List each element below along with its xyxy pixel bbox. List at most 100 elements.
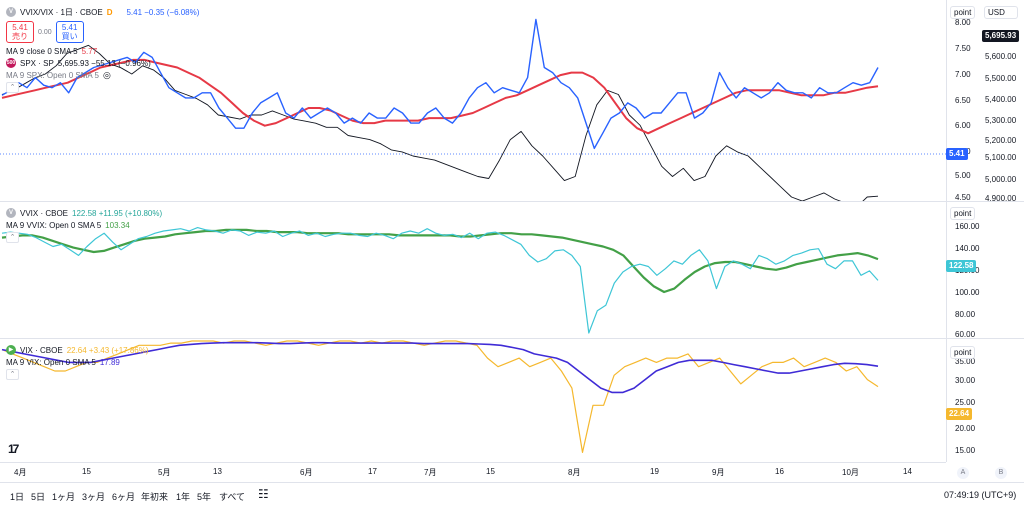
ratio-tick: 6.50 [955, 96, 971, 105]
sell-label: 売り [12, 32, 28, 41]
vix-value: 22.64 +3.43 (+17.86%) [66, 345, 149, 355]
vvix-legend: V VVIX · CBOE 122.58 +11.95 (+10.80%) MA… [6, 207, 162, 243]
point-mode-button[interactable]: point [950, 6, 976, 19]
time-label: 15 [486, 467, 495, 476]
range-all-button[interactable]: すべて [219, 492, 246, 502]
buy-button[interactable]: 5.41 買い [55, 21, 84, 43]
ratio-tick: 5.00 [955, 171, 971, 180]
ratio-pane[interactable] [0, 0, 946, 201]
vvix-tick: 60.00 [955, 330, 976, 339]
ratio-tick: 4.50 [955, 193, 971, 202]
vvix-series-line [1, 227, 879, 334]
collapse-icon[interactable]: ⌃ [6, 368, 19, 380]
vix-ma-label[interactable]: MA 9 VIX: Open 0 SMA 5 [6, 357, 96, 367]
ratio-tick: 8.00 [955, 18, 971, 27]
ratio-tick: 7.00 [955, 70, 971, 79]
sell-price: 5.41 [12, 23, 28, 32]
range-ytd-button[interactable]: 年初来 [141, 492, 169, 502]
ma-label[interactable]: MA 9 close 0 SMA 5 [6, 46, 78, 56]
vix-symbol-icon: ▶ [6, 345, 16, 355]
spx-value: 5,695.93 −55.13 (−0.96%) [57, 58, 151, 68]
range-1y-button[interactable]: 1年 [176, 492, 191, 502]
bottom-toolbar: 1日 5日 1ヶ月 3ヶ月 6ヶ月 年初来 1年 5年 すべて ☷ 07:49:… [0, 482, 1024, 507]
vix-title[interactable]: VIX · CBOE [20, 345, 63, 355]
vix-pane[interactable] [0, 339, 946, 462]
time-label: 7月 [424, 468, 437, 477]
compare-b-button[interactable]: B [995, 467, 1007, 479]
spx-label[interactable]: SPX · SP [20, 58, 54, 68]
vvix-pane[interactable] [0, 202, 946, 338]
vix-ma-series-line [1, 341, 879, 394]
buy-price: 5.41 [61, 23, 78, 32]
vix-tick: 20.00 [955, 424, 976, 433]
vix-ma-value: 17.89 [99, 357, 120, 367]
ratio-legend: V VVIX/VIX · 1日 · CBOE D 5.41 −0.35 (−6.… [6, 6, 199, 93]
time-label: 17 [368, 467, 377, 476]
range-5d-button[interactable]: 5日 [31, 492, 46, 502]
tradingview-logo[interactable]: 17 [8, 442, 19, 456]
collapse-icon[interactable]: ⌃ [6, 231, 19, 243]
pane-separator[interactable] [0, 338, 1024, 339]
range-1d-button[interactable]: 1日 [10, 492, 25, 502]
vix-chart-svg [1, 340, 879, 454]
clock-display[interactable]: 07:49:19 (UTC+9) [944, 490, 1017, 500]
time-label: 5月 [158, 468, 171, 477]
vvix-ma-label[interactable]: MA 9 VVIX: Open 0 SMA 5 [6, 220, 102, 230]
time-axis[interactable]: 4月 15 5月 13 6月 17 7月 15 8月 19 9月 16 10月 … [0, 462, 946, 480]
point-mode-button[interactable]: point [950, 207, 976, 220]
date-range-icon[interactable]: ☷ [258, 487, 269, 501]
vix-legend: ▶ VIX · CBOE 22.64 +3.43 (+17.86%) MA 9 … [6, 344, 149, 380]
spx-tick: 4,900.00 [985, 194, 1017, 203]
spx-series-line [1, 44, 879, 201]
collapse-icon[interactable]: ⌃ [6, 81, 19, 93]
time-label: 15 [82, 467, 91, 476]
vvix-tick: 140.00 [955, 244, 980, 253]
spx-ma-label[interactable]: MA 9 SPX: Open 0 SMA 5 [6, 70, 99, 80]
vvix-price-badge: 122.58 [946, 260, 977, 272]
sell-button[interactable]: 5.41 売り [6, 21, 34, 43]
vvix-tick: 100.00 [955, 288, 980, 297]
spx-tick: 5,200.00 [985, 136, 1017, 145]
time-label: 14 [903, 467, 912, 476]
range-5y-button[interactable]: 5年 [197, 492, 212, 502]
vvix-tick: 160.00 [955, 222, 980, 231]
spx-tick: 5,400.00 [985, 95, 1017, 104]
point-mode-button[interactable]: point [950, 346, 976, 359]
ma-value: 5.77 [81, 46, 98, 56]
vix-tick: 15.00 [955, 446, 976, 455]
range-1m-button[interactable]: 1ヶ月 [52, 492, 76, 502]
time-label: 9月 [712, 468, 725, 477]
eye-hidden-icon[interactable]: ◎ [102, 69, 111, 80]
ratio-tick: 6.00 [955, 121, 971, 130]
vvix-symbol-icon: V [6, 208, 16, 218]
time-label: 19 [650, 467, 659, 476]
pane-separator[interactable] [0, 201, 1024, 202]
ratio-chart-svg [0, 18, 946, 201]
spx-tick: 5,000.00 [985, 175, 1017, 184]
symbol-icon: V [6, 7, 16, 17]
vix-price-badge: 22.64 [946, 408, 973, 420]
spx-tick: 5,600.00 [985, 52, 1017, 61]
currency-select[interactable]: USD [984, 6, 1018, 19]
symbol-title[interactable]: VVIX/VIX · 1日 · CBOE [20, 7, 103, 17]
spx-tick: 5,300.00 [985, 116, 1017, 125]
time-label: 13 [213, 467, 222, 476]
spx-icon: 500 [6, 58, 16, 68]
buy-label: 買い [61, 32, 78, 41]
spread-value: 0.00 [38, 28, 52, 36]
ratio-tick: 7.50 [955, 44, 971, 53]
vix-price-scale[interactable]: 35.00 30.00 25.00 20.00 15.00 [946, 339, 1024, 462]
compare-a-button[interactable]: A [957, 467, 969, 479]
time-label: 10月 [842, 468, 859, 477]
vvix-ma-value: 103.34 [105, 220, 130, 230]
spx-tick: 5,100.00 [985, 153, 1017, 162]
range-3m-button[interactable]: 3ヶ月 [82, 492, 106, 502]
vix-tick: 30.00 [955, 376, 976, 385]
last-change: 5.41 −0.35 (−6.08%) [126, 7, 200, 17]
vvix-title[interactable]: VVIX · CBOE [20, 208, 69, 218]
range-6m-button[interactable]: 6ヶ月 [112, 492, 136, 502]
vvix-chart-svg [1, 227, 879, 334]
spx-price-badge: 5,695.93 [982, 30, 1020, 42]
vix-series-line [1, 340, 879, 454]
vvix-value: 122.58 +11.95 (+10.80%) [72, 208, 163, 218]
